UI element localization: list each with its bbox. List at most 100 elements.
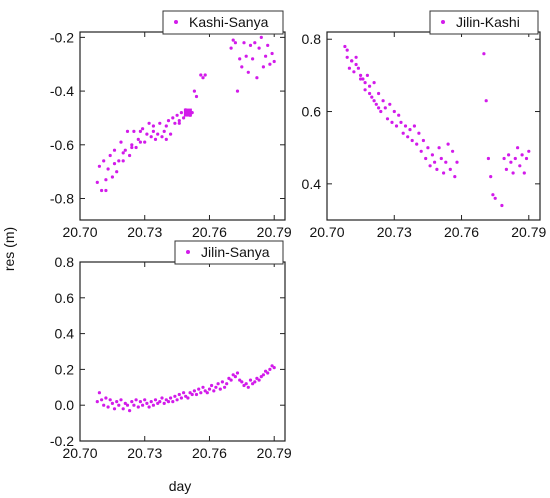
legend-box bbox=[174, 240, 284, 265]
y-tick-label: -0.8 bbox=[50, 191, 74, 207]
data-point bbox=[112, 148, 117, 152]
data-point bbox=[177, 121, 181, 125]
data-point bbox=[261, 65, 265, 69]
data-point bbox=[392, 109, 396, 114]
data-point bbox=[397, 113, 401, 117]
data-point bbox=[199, 73, 203, 77]
data-point bbox=[268, 62, 272, 66]
data-point bbox=[345, 55, 349, 59]
data-point bbox=[136, 405, 140, 409]
data-point bbox=[207, 387, 212, 391]
data-point bbox=[513, 156, 517, 161]
data-point bbox=[197, 387, 201, 391]
data-point bbox=[419, 149, 423, 153]
data-point bbox=[212, 389, 216, 393]
legend-label: Kashi-Sanya bbox=[189, 14, 269, 30]
data-point bbox=[240, 65, 244, 69]
data-point bbox=[97, 391, 101, 395]
data-point bbox=[242, 41, 246, 45]
data-point bbox=[394, 124, 399, 128]
y-tick-label: 0.6 bbox=[302, 104, 322, 120]
data-point bbox=[516, 146, 520, 150]
data-point bbox=[199, 391, 203, 395]
data-point bbox=[123, 148, 127, 152]
data-point bbox=[119, 140, 123, 144]
data-point bbox=[259, 375, 263, 379]
data-point bbox=[484, 99, 488, 103]
data-point bbox=[482, 52, 486, 56]
data-point bbox=[184, 394, 188, 398]
data-point bbox=[233, 41, 237, 45]
data-point bbox=[433, 160, 437, 164]
data-point bbox=[223, 385, 227, 389]
data-point bbox=[121, 151, 125, 155]
data-point bbox=[112, 407, 117, 411]
data-point bbox=[365, 73, 369, 77]
data-point bbox=[128, 153, 132, 158]
data-point bbox=[166, 119, 171, 123]
data-point bbox=[507, 153, 511, 157]
y-tick-label: 0.4 bbox=[302, 176, 322, 192]
x-tick-label: 20.76 bbox=[444, 224, 479, 240]
data-point bbox=[361, 77, 365, 81]
data-point bbox=[417, 131, 421, 135]
data-point bbox=[455, 160, 459, 164]
y-tick-label: 0.0 bbox=[55, 397, 75, 413]
data-point bbox=[377, 106, 381, 110]
data-point bbox=[359, 77, 363, 81]
data-point bbox=[203, 73, 207, 77]
data-point bbox=[255, 76, 259, 80]
highlight-marker bbox=[183, 108, 192, 117]
data-point bbox=[437, 146, 441, 150]
data-point bbox=[368, 84, 372, 88]
data-point bbox=[248, 43, 253, 48]
data-point bbox=[257, 378, 261, 382]
data-point bbox=[194, 392, 199, 397]
data-point bbox=[104, 178, 108, 182]
data-point bbox=[123, 401, 127, 405]
data-point bbox=[520, 153, 524, 157]
data-point bbox=[238, 378, 242, 382]
legend-label: Jilin-Sanya bbox=[201, 244, 270, 260]
data-point bbox=[426, 146, 430, 150]
data-point bbox=[117, 159, 121, 163]
x-tick-label: 20.73 bbox=[127, 224, 162, 240]
plot-frame bbox=[79, 31, 286, 221]
data-point bbox=[231, 38, 235, 42]
data-point bbox=[164, 137, 168, 141]
data-point bbox=[153, 398, 158, 402]
data-point bbox=[527, 149, 531, 153]
y-tick-label: 0.2 bbox=[55, 361, 75, 377]
data-point bbox=[145, 401, 149, 405]
y-tick-label: -0.2 bbox=[50, 433, 74, 449]
data-point bbox=[235, 89, 240, 93]
data-point bbox=[182, 116, 186, 120]
plot-frame bbox=[326, 31, 541, 221]
data-point bbox=[504, 167, 508, 171]
data-point bbox=[119, 398, 123, 402]
x-axis-title: day bbox=[169, 478, 192, 494]
data-point bbox=[132, 129, 136, 133]
data-point bbox=[244, 54, 248, 58]
data-point bbox=[372, 81, 376, 85]
data-point bbox=[251, 57, 255, 61]
x-tick-label: 20.79 bbox=[257, 445, 292, 461]
data-point bbox=[164, 398, 168, 402]
data-point bbox=[102, 403, 106, 407]
data-point bbox=[379, 109, 383, 114]
data-point bbox=[130, 400, 134, 404]
data-point bbox=[134, 145, 138, 150]
data-point bbox=[203, 389, 207, 393]
legend-marker bbox=[174, 20, 178, 24]
data-point bbox=[138, 140, 142, 144]
data-point bbox=[205, 391, 209, 395]
data-point bbox=[115, 400, 119, 404]
data-point bbox=[156, 401, 160, 405]
plot-frame bbox=[79, 261, 286, 442]
data-point bbox=[149, 135, 153, 139]
data-point bbox=[171, 400, 175, 404]
data-point bbox=[175, 398, 179, 402]
data-point bbox=[158, 400, 162, 404]
data-point bbox=[446, 142, 450, 146]
data-point bbox=[95, 180, 99, 184]
